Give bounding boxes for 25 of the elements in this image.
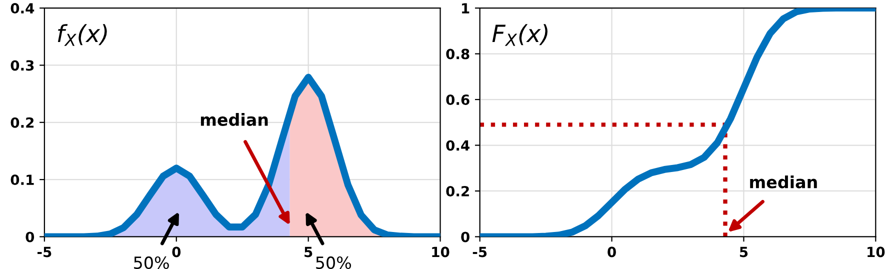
y-tick-label: 0.6	[446, 94, 470, 106]
x-tick-label: -5	[37, 246, 52, 258]
y-tick-label: 0	[26, 232, 34, 242]
x-tick-label: 5	[740, 246, 748, 258]
text: 50%	[316, 256, 351, 269]
y-tick-label: 0.2	[10, 117, 34, 128]
y-tick-label: 0.1	[10, 174, 34, 186]
annotation: median	[750, 175, 817, 188]
y-tick-label: 0	[461, 232, 470, 242]
x-tick-label: -5	[472, 246, 487, 258]
annotation: f$_{X}$(x)	[58, 24, 107, 46]
x-tick-label: 5	[304, 246, 312, 258]
annotation: median	[200, 113, 268, 126]
y-tick-label: 0.3	[10, 60, 34, 71]
y-tick-label: 1	[462, 3, 470, 14]
y-tick-label: 0.8	[446, 48, 470, 60]
text: 50%	[134, 256, 169, 269]
y-tick-label: 0.2	[446, 186, 469, 196]
annotation: F$_{X}$(x)	[492, 24, 548, 46]
y-tick-label: 0.4	[10, 3, 34, 14]
x-tick-label: 10	[432, 246, 450, 258]
x-tick-label: 10	[868, 246, 885, 258]
x-tick-label: 0	[608, 246, 616, 258]
x-tick-label: 0	[172, 246, 181, 258]
y-tick-label: 0.4	[446, 140, 470, 151]
